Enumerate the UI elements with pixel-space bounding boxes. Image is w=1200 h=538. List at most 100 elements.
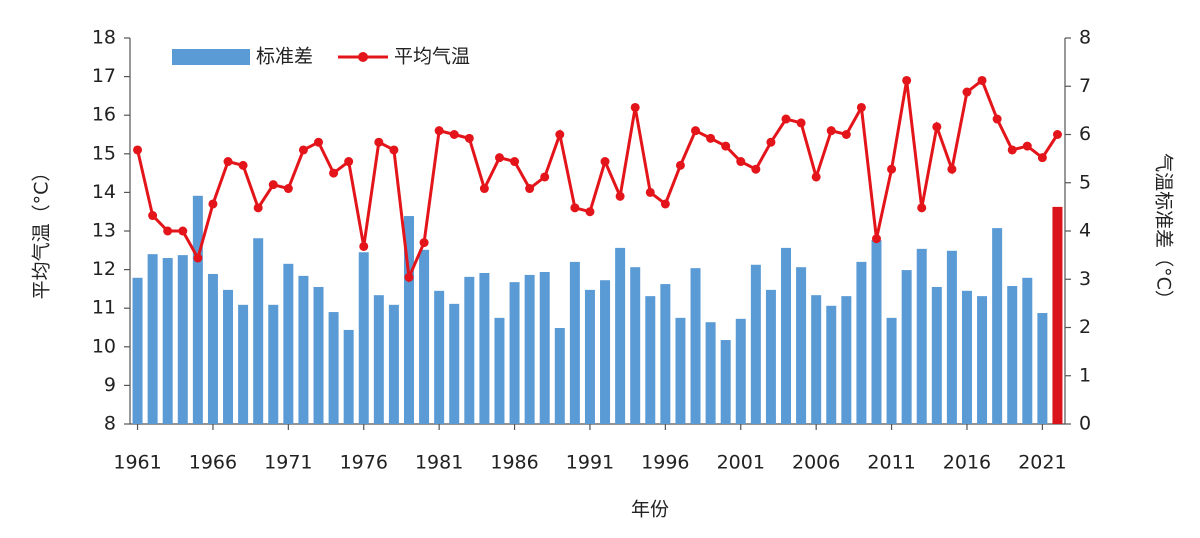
bar (268, 304, 279, 424)
x-tick-label: 2021 (1018, 452, 1066, 474)
bar (735, 318, 746, 424)
point (570, 203, 580, 213)
point (751, 164, 761, 174)
bar (207, 273, 218, 424)
x-axis-title: 年份 (631, 499, 669, 521)
bar (765, 289, 776, 424)
bar (856, 261, 867, 424)
point (494, 153, 504, 163)
bar (177, 255, 188, 424)
legend-swatch (172, 49, 250, 65)
bar (328, 312, 339, 424)
x-tick-label: 1986 (490, 452, 538, 474)
point (600, 157, 610, 167)
y2-tick-label: 0 (1079, 413, 1091, 435)
bar (1052, 206, 1063, 424)
point (510, 157, 520, 167)
y-tick-label: 11 (92, 297, 116, 319)
y2-tick-label: 1 (1079, 364, 1091, 386)
bar (931, 286, 942, 424)
point (344, 157, 354, 167)
point (479, 184, 489, 194)
point (464, 133, 474, 143)
bar (1037, 313, 1048, 424)
bar (811, 295, 822, 424)
x-tick-label: 1976 (340, 452, 388, 474)
point (645, 187, 655, 197)
point (298, 145, 308, 155)
point (148, 211, 158, 221)
point (133, 145, 143, 155)
bar (419, 249, 430, 424)
point (796, 118, 806, 128)
point (675, 160, 685, 170)
point (706, 133, 716, 143)
bar (961, 290, 972, 424)
point (826, 126, 836, 136)
bar (826, 305, 837, 424)
point (902, 75, 912, 85)
y2-tick-label: 8 (1079, 27, 1091, 49)
point (871, 234, 881, 244)
bar (569, 261, 580, 424)
legend-swatch (358, 52, 368, 62)
point (283, 184, 293, 194)
y2-tick-label: 3 (1079, 268, 1091, 290)
point (178, 226, 188, 236)
bar (449, 303, 460, 424)
bar (147, 254, 158, 424)
x-tick-label: 2001 (717, 452, 765, 474)
bar (238, 304, 249, 424)
y-tick-label: 17 (92, 65, 116, 87)
bar (841, 296, 852, 424)
point (223, 157, 233, 167)
point (721, 141, 731, 151)
bar (343, 329, 354, 424)
point (329, 168, 339, 178)
point (404, 272, 414, 282)
point (887, 164, 897, 174)
bar (539, 272, 550, 424)
x-tick-label: 1991 (566, 452, 614, 474)
legend-label: 标准差 (256, 46, 313, 68)
bar (901, 270, 912, 424)
bar (615, 247, 626, 424)
x-tick-label: 1996 (641, 452, 689, 474)
point (1037, 153, 1047, 163)
bar (509, 282, 520, 424)
point (615, 191, 625, 201)
point (389, 145, 399, 155)
point (555, 130, 565, 139)
bar (781, 247, 792, 424)
bar (871, 240, 882, 424)
y2-tick-label: 6 (1079, 123, 1091, 145)
point (630, 102, 640, 112)
point (359, 241, 369, 251)
y-tick-label: 13 (92, 220, 116, 242)
point (1022, 141, 1032, 151)
point (585, 207, 595, 217)
bar (600, 280, 611, 424)
bar (645, 296, 656, 424)
y-tick-label: 14 (92, 181, 116, 203)
point (691, 126, 701, 136)
point (992, 114, 1002, 124)
bar (313, 286, 324, 424)
point (932, 122, 942, 132)
bar (1022, 277, 1033, 424)
bar (223, 289, 234, 424)
y2-tick-label: 7 (1079, 75, 1091, 97)
bar (434, 290, 445, 424)
bar (720, 340, 731, 424)
bar (373, 295, 384, 424)
point (419, 238, 429, 248)
bar (675, 317, 686, 424)
y-tick-label: 10 (92, 335, 116, 357)
y2-tick-label: 4 (1079, 220, 1091, 242)
x-tick-label: 1971 (264, 452, 312, 474)
bar (690, 268, 701, 424)
bar (132, 277, 143, 424)
point (766, 137, 776, 147)
point (1007, 145, 1017, 155)
